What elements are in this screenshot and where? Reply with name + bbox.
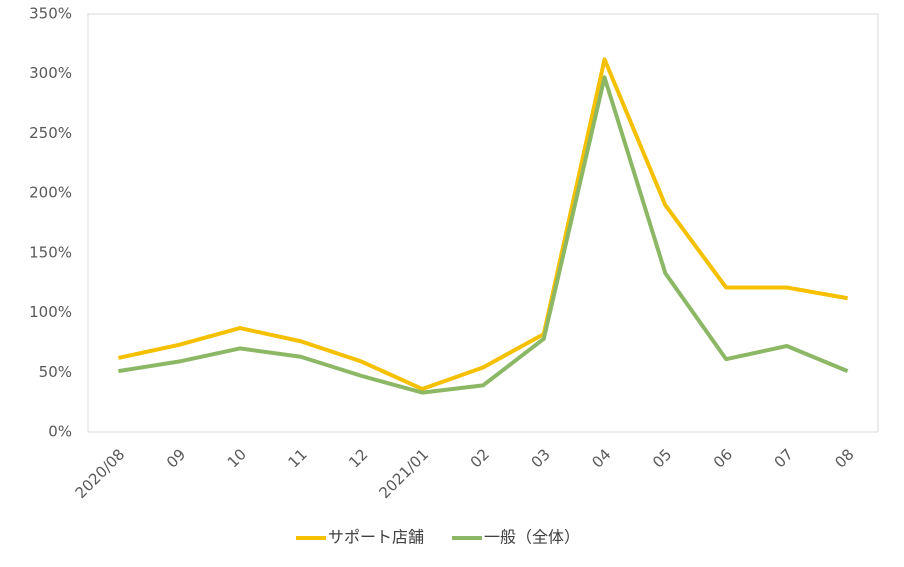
x-tick-label: 02 (467, 445, 493, 471)
y-tick-label: 50% (39, 363, 72, 381)
x-tick-label: 03 (528, 445, 554, 471)
y-tick-label: 150% (29, 243, 72, 261)
y-tick-label: 250% (29, 124, 72, 142)
y-tick-label: 100% (29, 303, 72, 321)
series-line (118, 75, 849, 395)
series-line (117, 57, 848, 392)
legend: サポート店舗 一般（全体） (296, 528, 580, 547)
x-tick-label: 07 (771, 445, 797, 471)
plot-area (87, 13, 879, 433)
x-tick-label: 09 (163, 445, 189, 471)
x-tick-label: 10 (224, 445, 250, 471)
legend-label: 一般（全体） (484, 528, 580, 547)
x-tick-label: 12 (345, 445, 371, 471)
y-tick-label: 350% (29, 5, 72, 23)
x-tick-label: 06 (710, 445, 736, 471)
x-tick-label: 11 (284, 445, 310, 471)
x-tick-label: 05 (649, 445, 675, 471)
x-tick-label: 04 (588, 445, 614, 471)
y-tick-label: 200% (29, 184, 72, 202)
x-tick-label: 08 (831, 445, 857, 471)
y-tick-label: 300% (29, 64, 72, 82)
legend-label: サポート店舗 (328, 528, 424, 547)
x-tick-label: 2021/01 (375, 445, 432, 502)
x-tick-label: 2020/08 (72, 445, 129, 502)
y-tick-label: 0% (48, 423, 72, 441)
